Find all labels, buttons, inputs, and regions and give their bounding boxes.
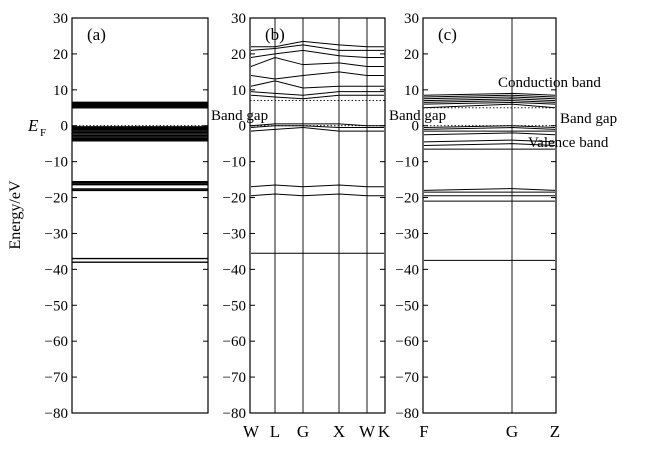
band-curve xyxy=(250,184,384,188)
kpoint-label: F xyxy=(419,422,428,441)
band-gap-annotation-c-left: Band gap xyxy=(389,108,446,124)
y-tick-label: −30 xyxy=(45,226,68,242)
y-tick-label: −20 xyxy=(223,191,246,207)
kpoint-label: Z xyxy=(550,422,560,441)
y-tick-label: −30 xyxy=(396,226,419,242)
band-curve xyxy=(250,80,384,89)
band-curve xyxy=(423,127,556,130)
band-curve xyxy=(250,193,384,197)
y-tick-label: 0 xyxy=(239,119,247,135)
kpoint-label: X xyxy=(333,422,345,441)
y-tick-label: −10 xyxy=(223,155,246,171)
y-tick-label: 20 xyxy=(231,47,246,63)
panel-frame xyxy=(71,17,209,414)
y-axis-title: Energy/eV xyxy=(7,180,24,249)
band-curve xyxy=(423,98,556,102)
panel-label: (a) xyxy=(87,25,106,44)
y-tick-label: −20 xyxy=(396,191,419,207)
y-tick-label: −70 xyxy=(45,370,68,386)
y-tick-label: −50 xyxy=(45,298,68,314)
band-curve xyxy=(423,125,556,129)
kpoint-label: G xyxy=(506,422,518,441)
y-tick-label: −20 xyxy=(45,191,68,207)
band-gap-annotation-c-right: Band gap xyxy=(560,111,617,127)
y-axis-label: Energy/eV xyxy=(7,180,24,249)
y-tick-label: 30 xyxy=(53,11,68,27)
band-curve xyxy=(423,103,556,109)
kpoint-label: L xyxy=(270,422,280,441)
band-curve xyxy=(423,143,556,146)
kpoint-label: W xyxy=(243,422,260,441)
band-curve xyxy=(250,71,384,80)
band-curve xyxy=(423,132,556,136)
y-tick-label: 20 xyxy=(53,47,68,63)
fermi-label-main: E xyxy=(27,116,39,135)
band-curve xyxy=(251,40,384,48)
y-tick-label: −40 xyxy=(223,262,246,278)
conduction-band-annotation: Conduction band xyxy=(498,75,601,91)
y-tick-label: −80 xyxy=(223,406,246,422)
y-tick-label: 30 xyxy=(231,11,246,27)
y-tick-label: 10 xyxy=(231,83,246,99)
band-curve xyxy=(250,125,384,129)
panel-frame xyxy=(422,17,557,414)
y-tick-label: 20 xyxy=(404,47,419,63)
band-curve xyxy=(423,96,556,100)
y-tick-label: −10 xyxy=(45,155,68,171)
y-tick-label: −30 xyxy=(223,226,246,242)
band-curve xyxy=(423,94,556,98)
band-curve xyxy=(250,56,384,67)
band-curve xyxy=(250,94,384,100)
y-tick-label: 0 xyxy=(412,119,420,135)
band-curve xyxy=(250,127,384,132)
y-tick-label: 30 xyxy=(404,11,419,27)
y-tick-label: −70 xyxy=(223,370,246,386)
band-curve xyxy=(423,101,556,105)
y-tick-label: 0 xyxy=(61,119,69,135)
y-tick-label: −10 xyxy=(396,155,419,171)
band-curve xyxy=(423,92,556,96)
band-curve xyxy=(250,123,384,127)
y-tick-label: −60 xyxy=(396,334,419,350)
panel-frame xyxy=(249,17,386,414)
band-curve xyxy=(250,49,384,58)
y-tick-label: −80 xyxy=(45,406,68,422)
y-tick-label: −50 xyxy=(396,298,419,314)
y-tick-label: 10 xyxy=(53,83,68,99)
y-tick-label: −40 xyxy=(396,262,419,278)
y-tick-label: 10 xyxy=(404,83,419,99)
panel-0: 30 20 10 0 −10 −20 −30 −40 −50 −60 −70 −80 (a) xyxy=(45,11,209,422)
y-tick-label: −70 xyxy=(396,370,419,386)
panel-label: (b) xyxy=(265,25,285,44)
fermi-label-subscript: F xyxy=(40,127,46,139)
panel-2: 30 20 10 0 −10 −20 −30 −40 −50 −60 −70 −80F G Z (c) xyxy=(396,11,561,441)
y-tick-label: −50 xyxy=(223,298,246,314)
panel-label: (c) xyxy=(438,25,457,44)
band-gap-annotation-b: Band gap xyxy=(211,108,268,124)
y-tick-label: −60 xyxy=(223,334,246,350)
kpoint-label: G xyxy=(297,422,309,441)
kpoint-label: K xyxy=(378,422,391,441)
fermi-level-label: E F xyxy=(27,116,46,139)
y-tick-label: −80 xyxy=(396,406,419,422)
band-curve xyxy=(250,91,384,96)
band-curve xyxy=(423,139,556,143)
y-tick-label: −60 xyxy=(45,334,68,350)
band-curve xyxy=(423,100,556,103)
band-curve xyxy=(250,44,384,51)
valence-band-annotation: Valence band xyxy=(528,135,609,151)
band-curve xyxy=(423,188,556,191)
kpoint-label: W xyxy=(359,422,376,441)
y-tick-label: −40 xyxy=(45,262,68,278)
